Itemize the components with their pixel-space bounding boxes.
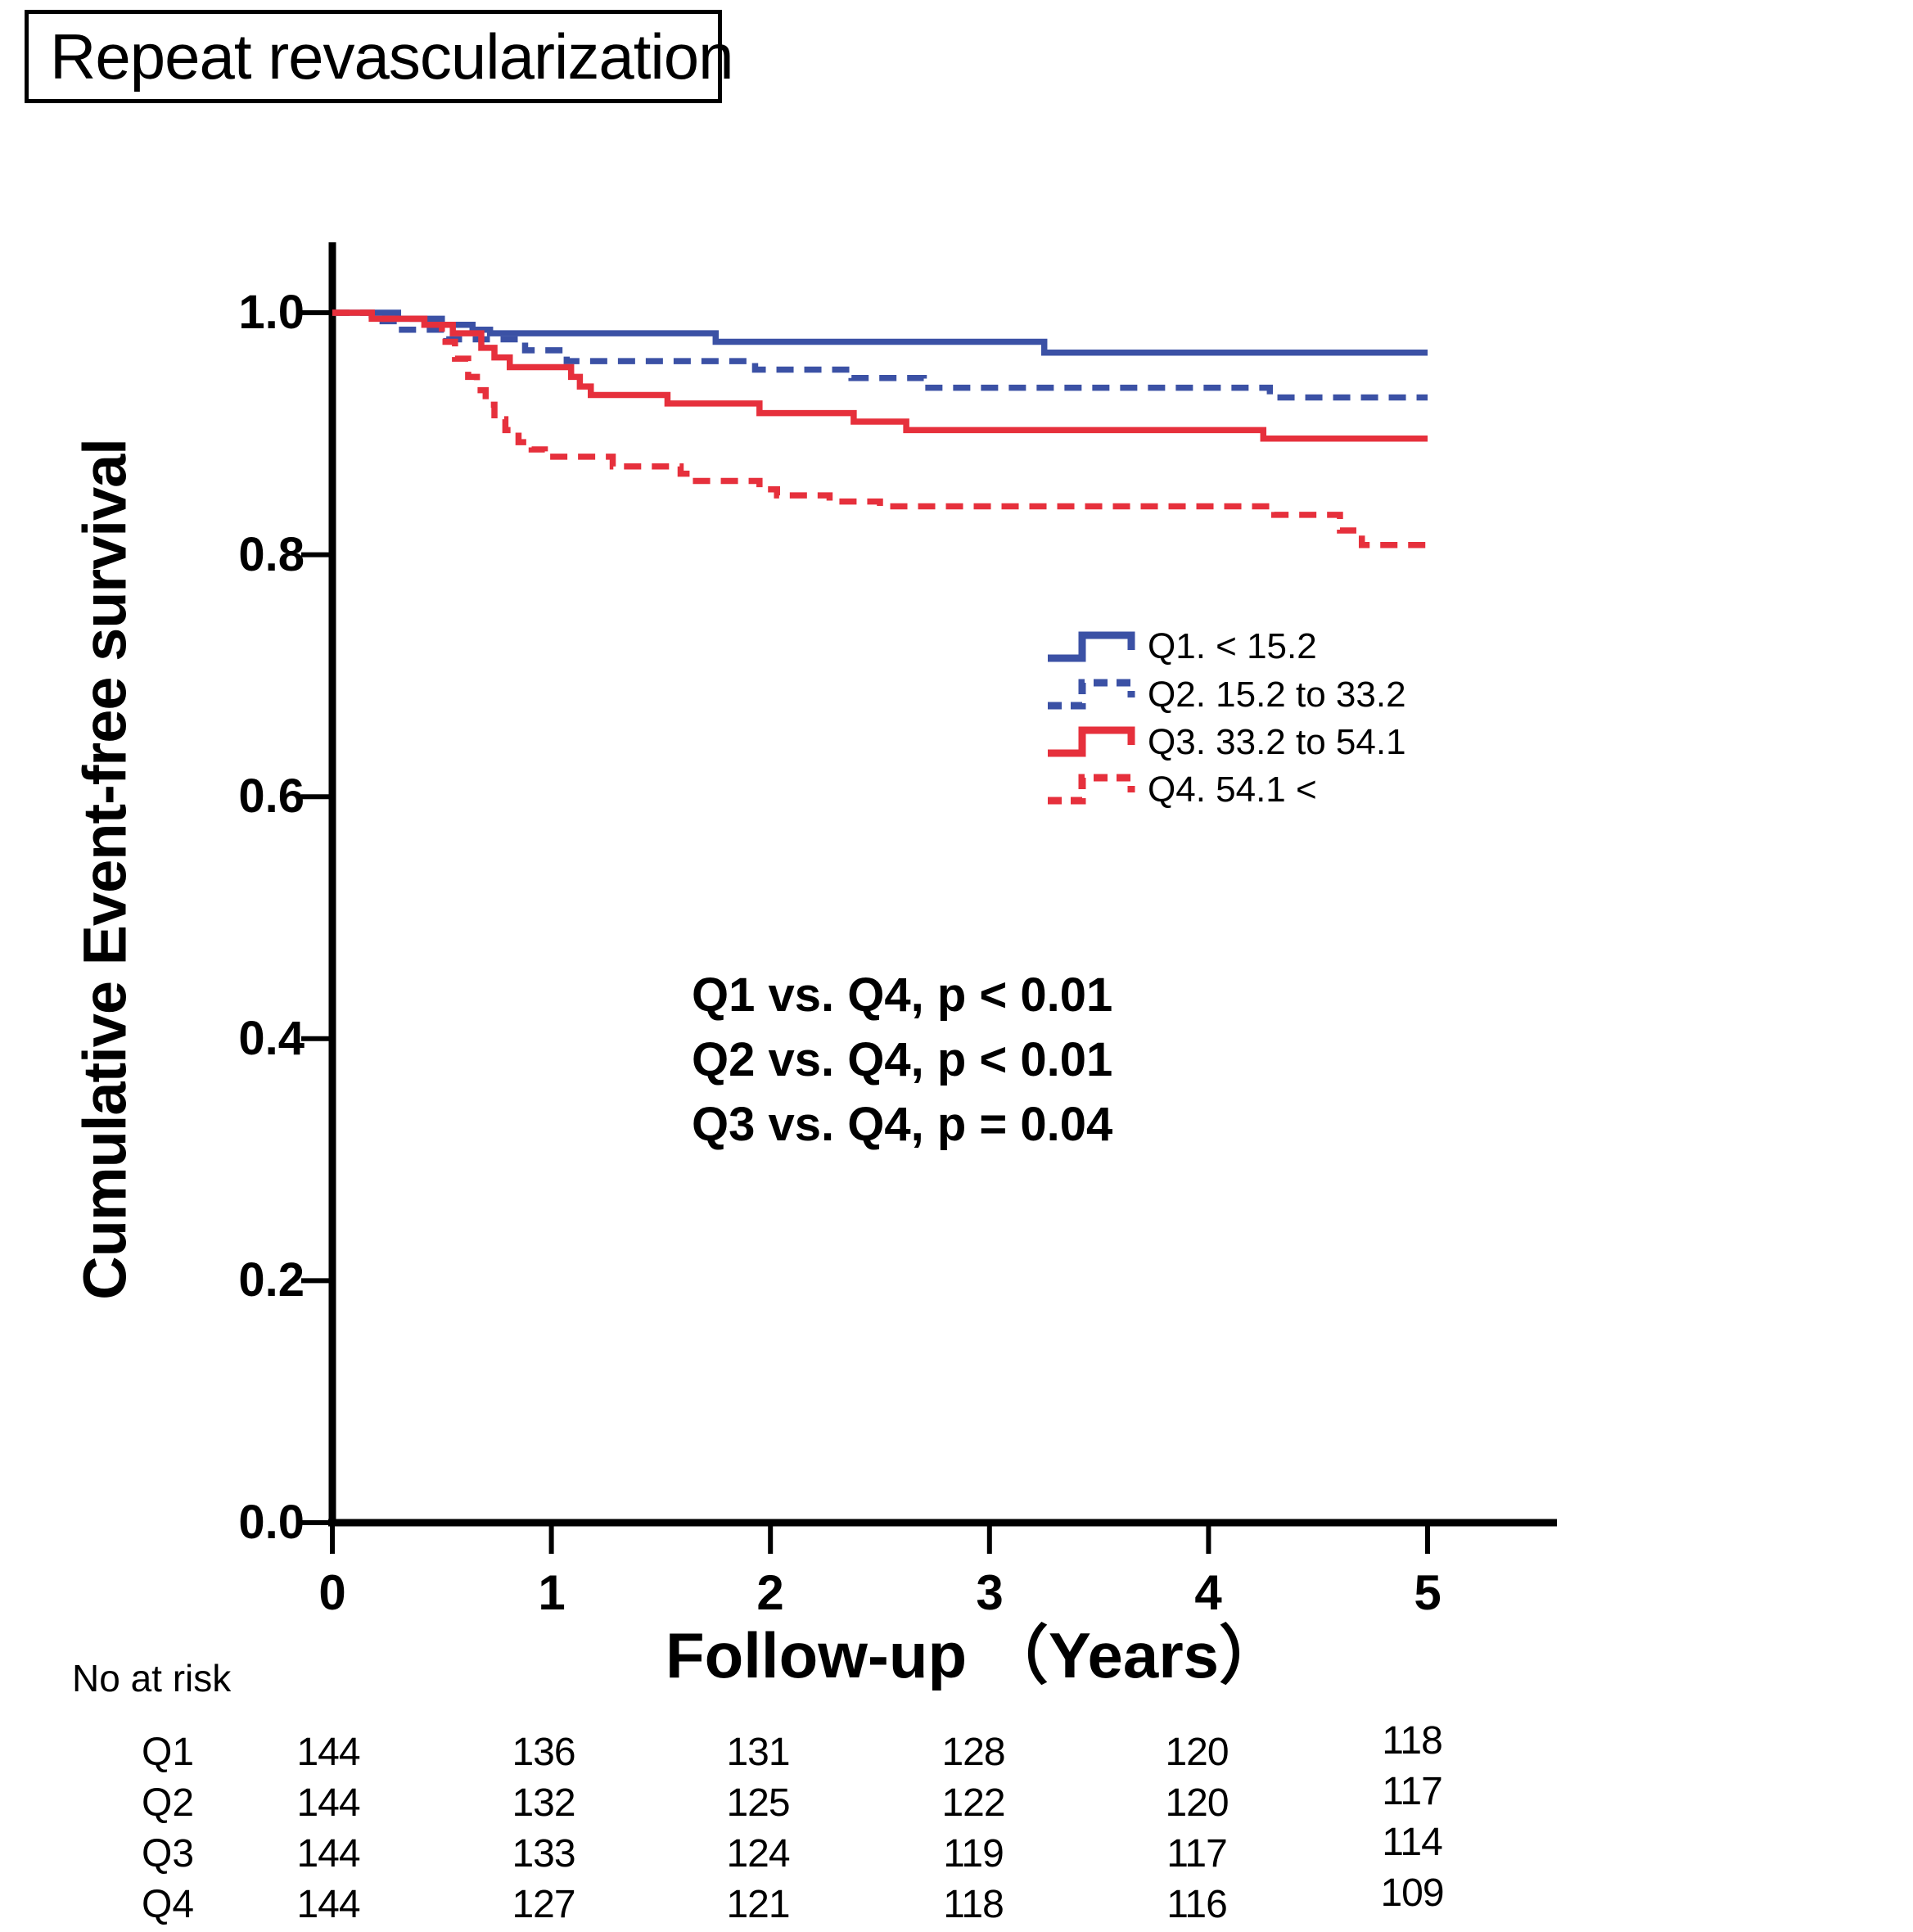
risk-cell: 144 (296, 1781, 360, 1825)
x-tick-label: 0 (318, 1565, 346, 1620)
risk-cell: 117 (1166, 1832, 1228, 1876)
risk-cell: 114 (1382, 1821, 1443, 1864)
p-value-line: Q2 vs. Q4, p < 0.01 (692, 1033, 1113, 1086)
y-tick-label: 0.8 (238, 528, 305, 581)
x-tick-label: 1 (538, 1565, 566, 1620)
risk-cell: 120 (1165, 1781, 1229, 1825)
y-tick-label: 0.4 (238, 1012, 305, 1065)
legend-item-q2: Q2. 15.2 to 33.2 (1148, 675, 1406, 715)
y-tick-label: 0.6 (238, 770, 305, 823)
risk-cell: 127 (512, 1883, 575, 1926)
risk-row-label: Q2 (141, 1781, 195, 1825)
risk-cell: 118 (943, 1883, 1004, 1926)
risk-cell: 136 (512, 1731, 575, 1774)
risk-cell: 144 (296, 1832, 360, 1876)
x-tick-label: 4 (1194, 1565, 1222, 1620)
page-title: Repeat revascularization (50, 20, 733, 93)
risk-cell: 120 (1165, 1731, 1229, 1774)
x-tick-label: 3 (976, 1565, 1004, 1620)
risk-cell: 116 (1166, 1883, 1228, 1926)
risk-cell: 144 (296, 1883, 360, 1926)
y-tick-label: 0.0 (238, 1496, 305, 1549)
risk-cell: 117 (1382, 1770, 1443, 1813)
legend-item-q3: Q3. 33.2 to 54.1 (1148, 722, 1406, 762)
y-tick-label: 0.2 (238, 1253, 305, 1307)
p-value-annotations: Q1 vs. Q4, p < 0.01 Q2 vs. Q4, p < 0.01 … (692, 963, 1112, 1157)
y-tick-label: 1.0 (238, 286, 305, 339)
legend-item-q1: Q1. < 15.2 (1148, 626, 1317, 666)
risk-cell: 128 (941, 1731, 1005, 1774)
risk-row-label: Q3 (141, 1832, 195, 1876)
risk-cell: 125 (726, 1781, 790, 1825)
x-axis-label: Follow-up （Years） (665, 1619, 1284, 1691)
title-box: Repeat revascularization (25, 10, 733, 103)
risk-row-label: Q4 (141, 1883, 195, 1926)
p-value-line: Q1 vs. Q4, p < 0.01 (692, 968, 1113, 1022)
risk-cell: 132 (512, 1781, 575, 1825)
x-tick-label: 5 (1414, 1565, 1442, 1620)
y-axis-label: Cumulative Event-free survival (70, 439, 139, 1300)
risk-cell: 119 (943, 1832, 1004, 1876)
x-tick-label: 2 (756, 1565, 784, 1620)
p-value-line: Q3 vs. Q4, p = 0.04 (692, 1098, 1113, 1151)
risk-cell: 124 (726, 1832, 790, 1876)
risk-cell: 133 (512, 1832, 575, 1876)
risk-cell: 121 (726, 1883, 790, 1926)
risk-cell: 144 (296, 1731, 360, 1774)
risk-cell: 118 (1382, 1719, 1443, 1763)
risk-table-header: No at risk (72, 1657, 232, 1700)
risk-cell: 109 (1380, 1871, 1444, 1915)
risk-cell: 131 (726, 1731, 790, 1774)
risk-cell: 122 (941, 1781, 1005, 1825)
risk-row-label: Q1 (141, 1731, 195, 1774)
legend-item-q4: Q4. 54.1 < (1148, 770, 1317, 810)
